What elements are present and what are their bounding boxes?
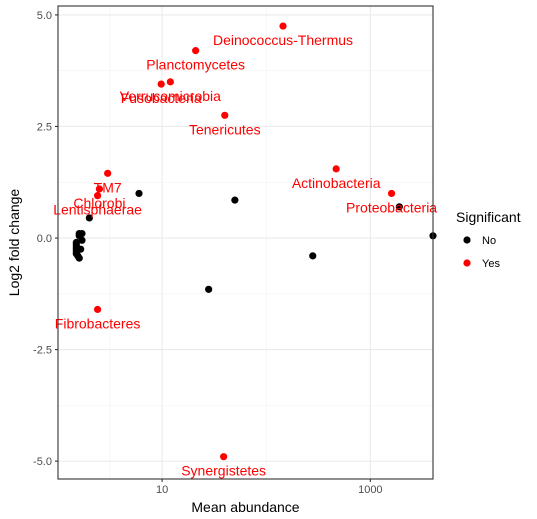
legend-label-no: No	[482, 235, 496, 247]
plot-panel	[58, 6, 433, 479]
legend-label-yes: Yes	[482, 258, 500, 270]
point-yes	[93, 305, 102, 314]
point-yes	[166, 78, 174, 86]
point-yes	[104, 169, 112, 177]
y-axis-title: Log2 fold change	[6, 189, 22, 297]
point-label: Lentisphaerae	[53, 202, 142, 218]
point-no	[85, 214, 93, 222]
point-label: TM7	[94, 179, 122, 195]
point-label: Fibrobacteres	[55, 315, 141, 331]
point-yes	[157, 80, 165, 88]
plot-border	[57, 5, 434, 480]
point-no	[205, 285, 213, 293]
legend-key-yes	[463, 259, 471, 267]
x-axis-title: Mean abundance	[191, 499, 299, 515]
point-yes	[220, 453, 228, 461]
point-no	[78, 229, 86, 238]
point-no	[309, 252, 317, 260]
data-points	[72, 22, 437, 461]
point-label: Actinobacteria	[292, 175, 381, 191]
point-yes	[95, 185, 104, 193]
point-label: Deinococcus-Thermus	[213, 32, 353, 48]
legend-title: Significant	[456, 209, 521, 225]
y-tick-label: 0.0	[37, 233, 52, 245]
point-yes	[93, 192, 102, 200]
point-label: Proteobacteria	[346, 199, 437, 215]
point-label: Fusobacteria	[121, 90, 202, 106]
x-tick-label: 1000	[358, 484, 382, 496]
point-yes	[279, 22, 287, 30]
y-tick-label: 5.0	[37, 10, 52, 22]
point-label: Synergistetes	[181, 463, 266, 479]
point-label: Chlorobi	[73, 195, 125, 211]
x-tick-label: 10	[156, 484, 168, 496]
point-yes	[221, 111, 229, 119]
point-yes	[332, 165, 340, 173]
point-labels: Deinococcus-Thermus Planctomycetes Fusobac…	[53, 32, 437, 479]
y-tick-label: -5.0	[33, 456, 52, 468]
axis-ticks: 5.0 2.5 0.0 -2.5 -5.0 10 1000	[33, 10, 383, 496]
point-yes	[192, 47, 200, 55]
legend: Significant No Yes	[456, 209, 521, 270]
point-label: Verrucomicrobia	[120, 88, 221, 104]
point-no	[395, 203, 403, 211]
point-label: Planctomycetes	[146, 57, 245, 73]
point-no	[231, 196, 239, 204]
legend-key-no	[463, 236, 471, 244]
point-no	[135, 189, 143, 198]
point-no	[78, 236, 86, 244]
y-tick-label: -2.5	[33, 345, 52, 357]
point-label: Tenericutes	[189, 121, 261, 137]
y-tick-label: 2.5	[37, 121, 52, 133]
point-no	[77, 245, 85, 253]
point-yes	[387, 189, 396, 198]
point-no	[75, 254, 83, 262]
